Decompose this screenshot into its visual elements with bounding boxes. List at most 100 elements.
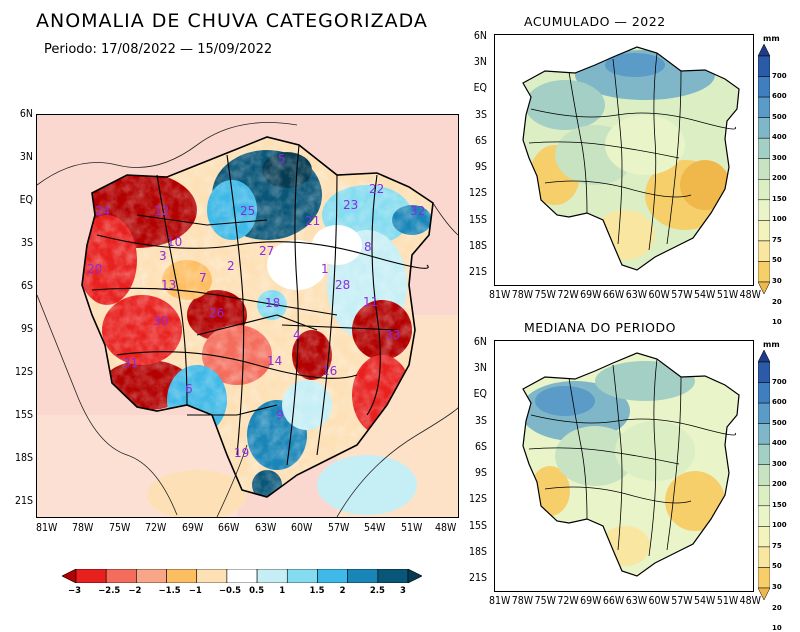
lon-tick: 78W <box>72 522 94 534</box>
lat-tick: 6S <box>20 280 33 292</box>
colorbar-label: 1 <box>279 586 286 596</box>
lat-tick: 12S <box>14 366 33 378</box>
colorbar-swatch <box>136 569 167 583</box>
basin-number: 1 <box>321 262 329 276</box>
colorbar-label: 200 <box>772 480 787 489</box>
colorbar-swatch <box>226 569 258 583</box>
colorbar-label: 500 <box>772 112 787 121</box>
colorbar-label: 300 <box>772 459 787 468</box>
anomaly-colorbar <box>62 569 422 583</box>
acumulado-title: ACUMULADO — 2022 <box>524 14 666 29</box>
lat-tick: 3S <box>474 109 487 121</box>
lat-tick: EQ <box>473 388 487 400</box>
colorbar-swatch <box>758 240 770 262</box>
colorbar-label: 400 <box>772 439 787 448</box>
basin-number: 7 <box>199 271 207 285</box>
colorbar-swatch <box>758 423 770 445</box>
lat-tick: 15S <box>14 409 33 421</box>
colorbar-label: 100 <box>772 215 787 224</box>
lat-tick: 18S <box>468 546 487 558</box>
lat-tick: 3N <box>473 362 487 374</box>
colorbar-label: 75 <box>772 541 782 550</box>
lat-tick: 3N <box>19 151 33 163</box>
colorbar-swatch <box>286 569 318 583</box>
colorbar-label: 200 <box>772 174 787 183</box>
colorbar-swatch <box>758 137 770 159</box>
lat-tick: 9S <box>474 161 487 173</box>
colorbar-label: 2.5 <box>369 586 385 596</box>
basin-number: 13 <box>161 278 176 292</box>
lon-tick: 60W <box>648 289 670 301</box>
colorbar-label: 3 <box>400 586 406 596</box>
lat-tick: 3N <box>473 56 487 68</box>
mediana-colorbar <box>758 350 770 600</box>
lon-tick: 78W <box>511 595 534 607</box>
colorbar-swatch <box>758 382 770 404</box>
anomaly-map-canvas: 5 22 23 32 24 21 25 12 8 10 27 3 2 7 1 2… <box>37 115 458 517</box>
colorbar-label: 50 <box>772 562 782 571</box>
anomaly-map: 5 22 23 32 24 21 25 12 8 10 27 3 2 7 1 2… <box>36 114 459 518</box>
basin-number: 23 <box>343 198 358 212</box>
colorbar-swatch <box>758 96 770 118</box>
basin-number: 31 <box>123 356 138 370</box>
colorbar-label: −0.5 <box>218 586 242 596</box>
lat-tick: 6S <box>474 135 487 147</box>
colorbar-swatch <box>758 587 770 600</box>
lon-tick: 51W <box>716 595 739 607</box>
colorbar-swatch <box>407 569 422 583</box>
colorbar-swatch <box>105 569 137 583</box>
colorbar-label: −2 <box>128 586 142 596</box>
lon-tick: 48W <box>739 595 761 607</box>
colorbar-label: −1 <box>188 586 202 596</box>
basin-number: 25 <box>240 204 255 218</box>
lat-tick: 15S <box>468 520 487 532</box>
basin-number: 9 <box>276 408 284 422</box>
lon-tick: 57W <box>671 289 693 301</box>
basin-number: 12 <box>154 204 169 218</box>
lon-tick: 75W <box>109 522 131 534</box>
basin-number: 10 <box>167 235 182 249</box>
lat-tick: 6N <box>19 108 33 120</box>
colorbar-label: 150 <box>772 194 787 203</box>
lat-tick: EQ <box>19 194 33 206</box>
colorbar-label: 20 <box>772 603 782 612</box>
lon-tick: 48W <box>435 522 457 534</box>
lon-tick: 66W <box>602 595 625 607</box>
colorbar-label: 150 <box>772 500 787 509</box>
lon-tick: 75W <box>534 289 556 301</box>
colorbar-label: 100 <box>772 521 787 530</box>
lon-tick: 78W <box>511 289 534 301</box>
colorbar-swatch <box>758 44 770 57</box>
lat-tick: 6S <box>474 441 487 453</box>
colorbar-label: 500 <box>772 418 787 427</box>
lon-tick: 69W <box>580 289 602 301</box>
mediana-unit: mm <box>763 340 780 349</box>
basin-number: 33 <box>385 328 400 342</box>
colorbar-swatch <box>62 569 77 583</box>
basin-number: 16 <box>322 364 337 378</box>
lat-tick: 21S <box>468 266 487 278</box>
main-map-title: ANOMALIA DE CHUVA CATEGORIZADA <box>36 10 428 32</box>
lat-tick: 6N <box>473 30 487 42</box>
colorbar-label: 20 <box>772 297 782 306</box>
basin-number: 5 <box>278 152 286 166</box>
colorbar-label: 0.5 <box>249 586 265 596</box>
lat-tick: 9S <box>20 323 33 335</box>
colorbar-swatch <box>758 281 770 294</box>
colorbar-swatch <box>256 569 288 583</box>
lon-tick: 60W <box>648 595 670 607</box>
lat-tick: 21S <box>14 495 33 507</box>
basin-number: 21 <box>305 214 320 228</box>
colorbar-label: 600 <box>772 398 787 407</box>
colorbar-swatch <box>758 199 770 221</box>
colorbar-label: 75 <box>772 235 782 244</box>
colorbar-label: 400 <box>772 133 787 142</box>
lon-tick: 72W <box>557 595 579 607</box>
colorbar-label: 700 <box>772 71 787 80</box>
acumulado-lon-axis: 81W 78W 75W 72W 69W 66W 63W 60W 57W 54W … <box>489 289 761 301</box>
colorbar-swatch <box>758 361 770 383</box>
basin-number: 11 <box>363 295 378 309</box>
lon-tick: 63W <box>255 522 277 534</box>
acumulado-map <box>494 34 754 286</box>
colorbar-swatch <box>377 569 409 583</box>
